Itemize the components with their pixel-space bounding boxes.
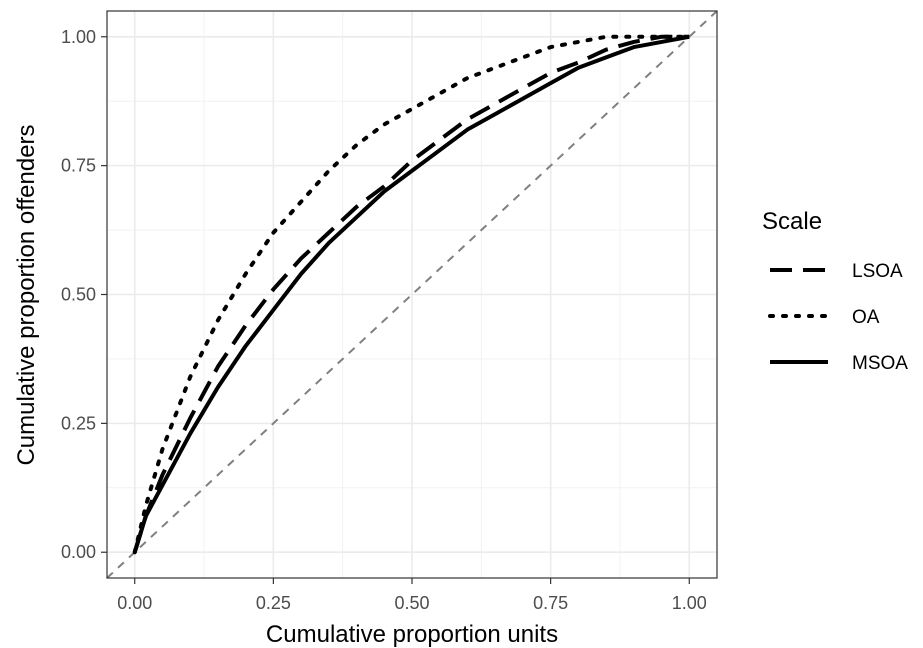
legend-title: Scale (762, 208, 822, 235)
legend: Scale LSOA OA MSOA (762, 208, 908, 374)
grid-major (107, 11, 717, 578)
x-tick-label: 0.25 (256, 593, 291, 613)
legend-label-lsoa: LSOA (852, 261, 903, 282)
y-tick-label: 0.25 (61, 413, 96, 433)
x-tick-label: 1.00 (672, 593, 707, 613)
series-line-lsoa (132, 34, 690, 553)
x-tick-label: 0.50 (394, 593, 429, 613)
x-tick-label: 0.00 (117, 593, 152, 613)
series-group (132, 34, 692, 555)
x-axis-title: Cumulative proportion units (266, 621, 558, 648)
reference-diagonal-line (106, 10, 718, 579)
series-line-oa (132, 34, 692, 555)
y-axis: 0.00 0.25 0.50 0.75 1.00 (61, 27, 107, 562)
legend-label-msoa: MSOA (852, 353, 908, 374)
y-tick-label: 0.00 (61, 542, 96, 562)
y-tick-label: 0.50 (61, 285, 96, 305)
legend-label-oa: OA (852, 307, 880, 328)
series-line-msoa (132, 34, 690, 553)
x-tick-label: 0.75 (533, 593, 568, 613)
y-tick-label: 0.75 (61, 156, 96, 176)
y-tick-label: 1.00 (61, 27, 96, 47)
x-axis: 0.00 0.25 0.50 0.75 1.00 (117, 578, 707, 613)
reference-line-group (106, 10, 718, 579)
y-axis-title: Cumulative proportion offenders (13, 124, 40, 465)
